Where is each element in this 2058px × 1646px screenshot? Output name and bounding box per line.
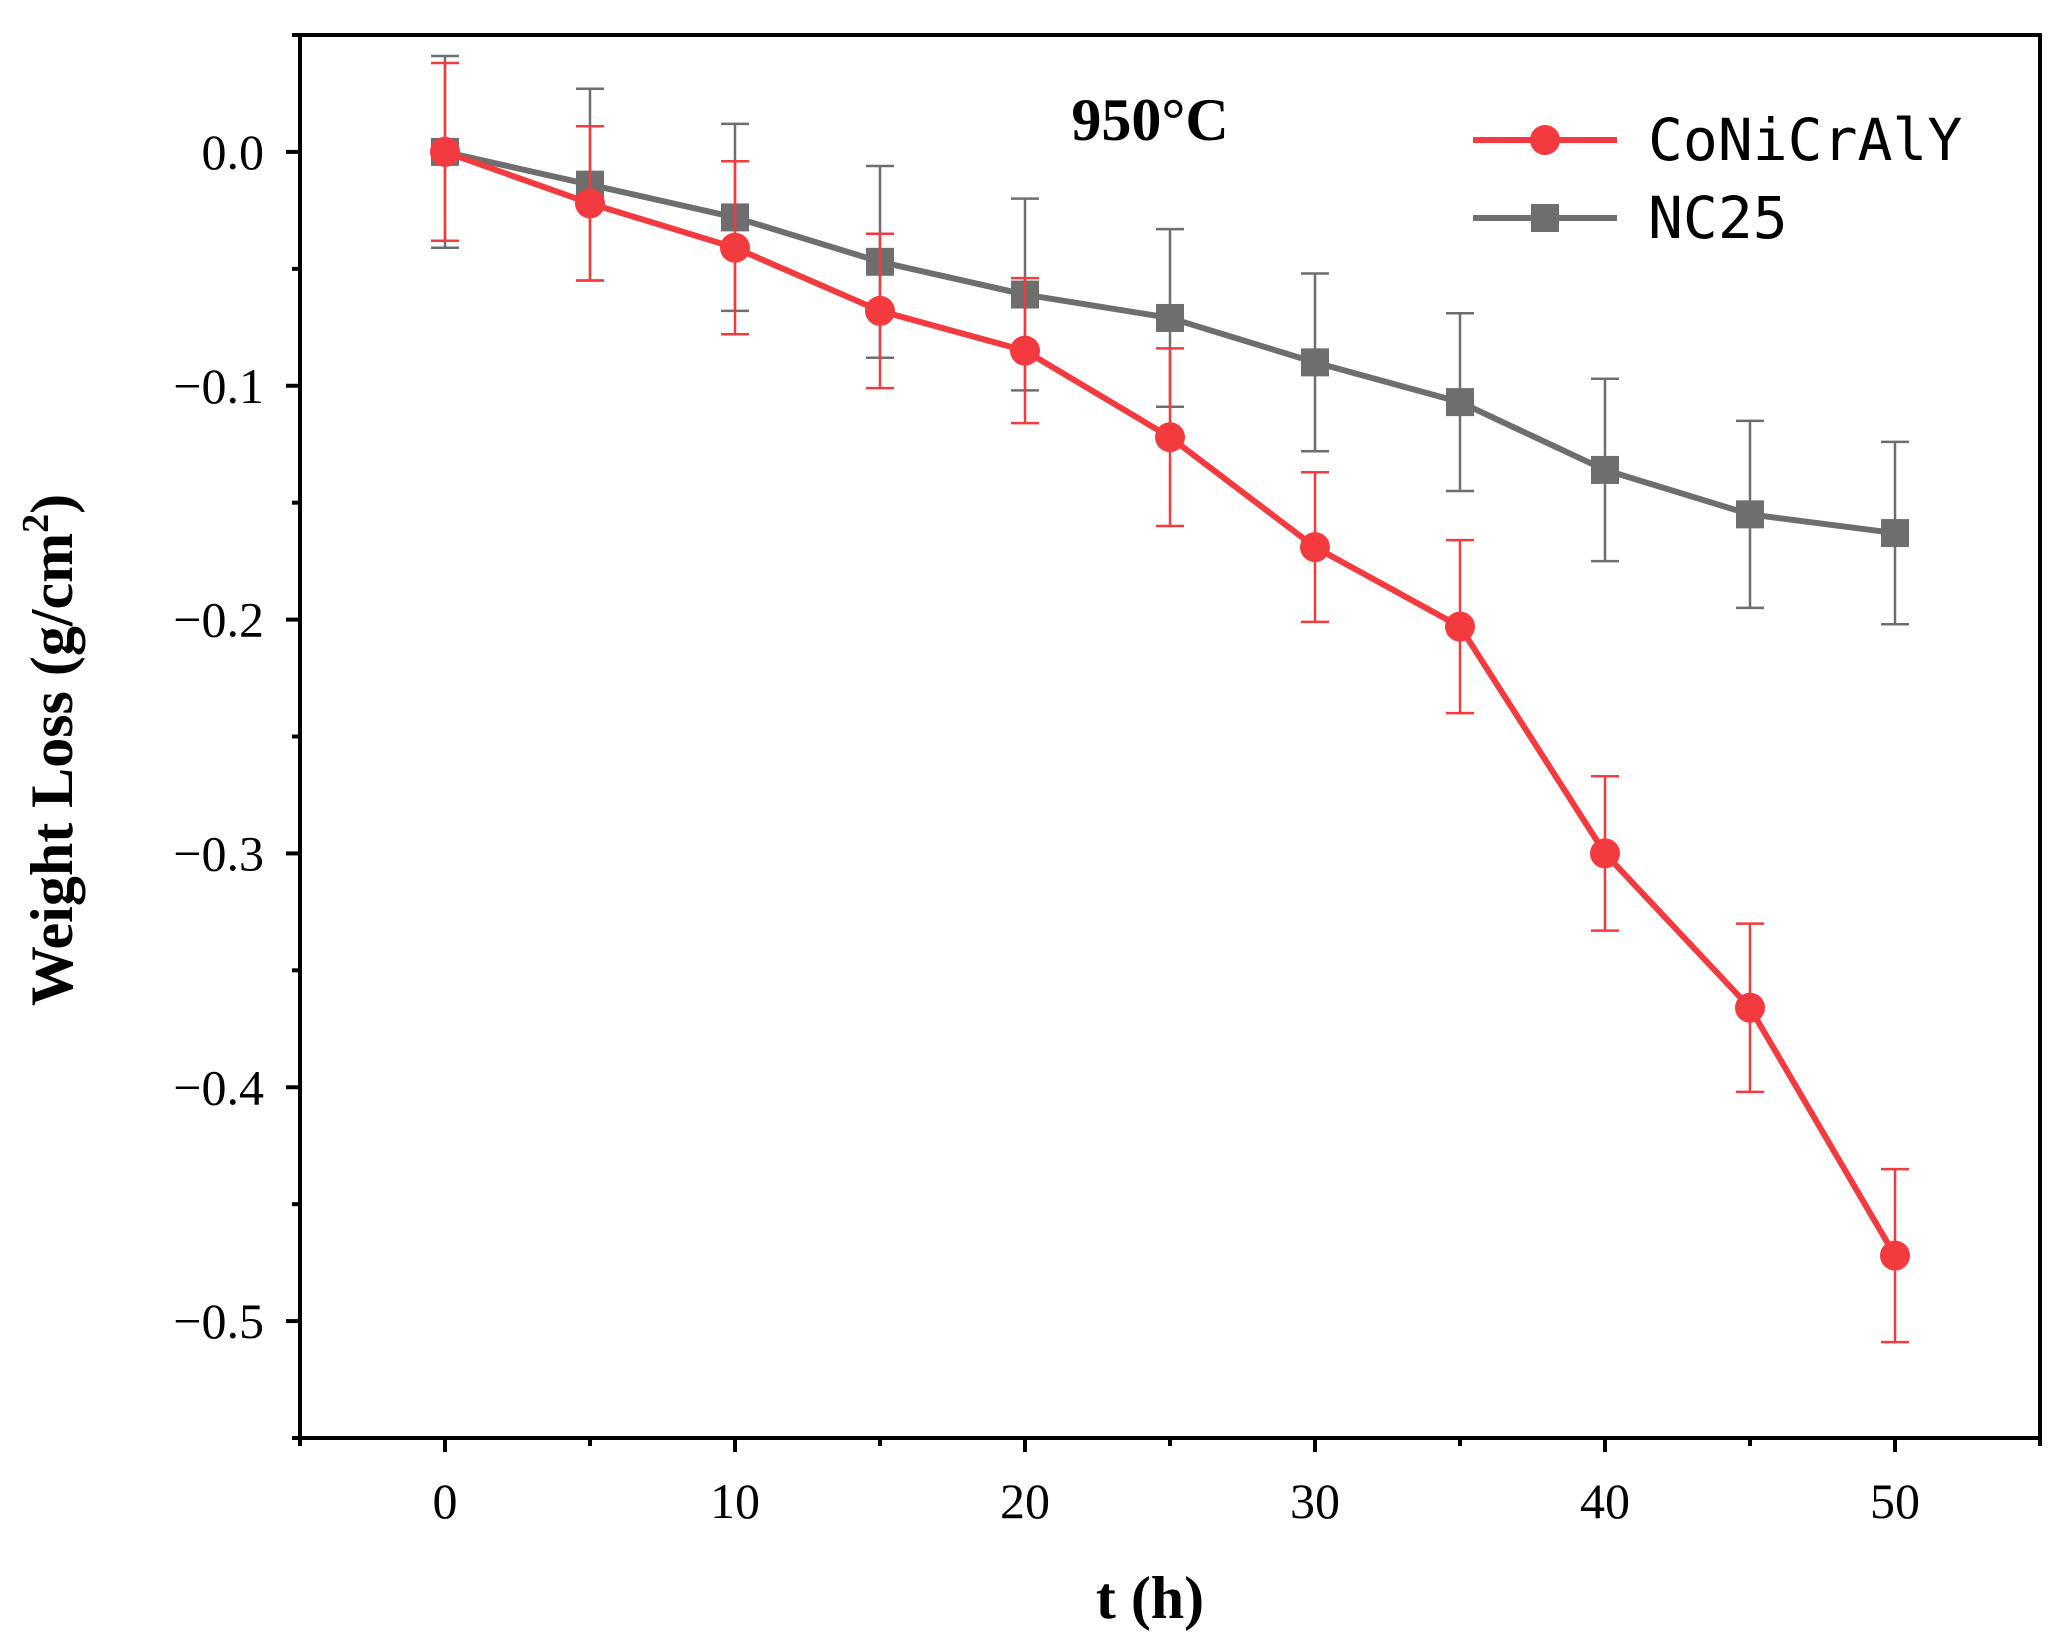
data-point [430, 136, 460, 167]
axis-ticks [286, 33, 2042, 1452]
temperature-annotation: 950°C [1071, 87, 1228, 153]
y-tick-label: −0.1 [173, 358, 264, 414]
data-point [1300, 532, 1330, 563]
x-tick-label: 20 [1000, 1473, 1050, 1529]
data-point [575, 188, 605, 219]
data-point [1010, 335, 1040, 366]
y-tick-label: −0.3 [173, 825, 264, 881]
data-point [1735, 992, 1765, 1023]
legend: CoNiCrAlY NC25 [1473, 106, 1962, 252]
x-tick-labels: 0 10 20 30 40 50 [433, 1473, 1921, 1529]
data-point [720, 232, 750, 263]
data-point [865, 295, 895, 326]
legend-label: CoNiCrAlY [1648, 106, 1962, 174]
series-layer [430, 54, 1910, 1344]
x-tick-label: 10 [710, 1473, 760, 1529]
data-point [1881, 519, 1909, 548]
y-tick-labels: 0.0 −0.1 −0.2 −0.3 −0.4 −0.5 [173, 124, 264, 1349]
y-tick-label: −0.4 [173, 1059, 264, 1115]
data-point [1445, 611, 1475, 642]
data-point [1301, 348, 1329, 377]
y-tick-label: 0.0 [202, 124, 265, 180]
legend-entry-conicraly: CoNiCrAlY [1473, 106, 1962, 174]
data-point [1446, 388, 1474, 417]
x-axis-title: t (h) [1096, 1565, 1204, 1631]
data-point [1155, 422, 1185, 453]
legend-marker [1530, 125, 1560, 155]
x-tick-label: 50 [1870, 1473, 1920, 1529]
plot-frame [298, 33, 2042, 1440]
data-point [1736, 500, 1764, 529]
y-axis-title-superscript: 2 [15, 514, 57, 533]
legend-entry-nc25: NC25 [1473, 184, 1788, 252]
data-point [1880, 1240, 1910, 1271]
y-tick-label: −0.5 [173, 1293, 264, 1349]
legend-marker [1531, 204, 1559, 232]
data-point [1156, 303, 1184, 332]
series-conicraly [430, 61, 1910, 1344]
legend-label: NC25 [1648, 184, 1788, 252]
data-point [1591, 455, 1619, 484]
x-tick-label: 0 [433, 1473, 458, 1529]
x-tick-label: 40 [1580, 1473, 1630, 1529]
x-tick-label: 30 [1290, 1473, 1340, 1529]
data-point [1590, 838, 1620, 869]
y-axis-title-main: Weight Loss (g/cm [19, 533, 85, 1006]
y-axis-title: Weight Loss (g/cm2) [15, 494, 85, 1006]
y-tick-label: −0.2 [173, 592, 264, 648]
y-axis-title-close: ) [19, 494, 85, 514]
